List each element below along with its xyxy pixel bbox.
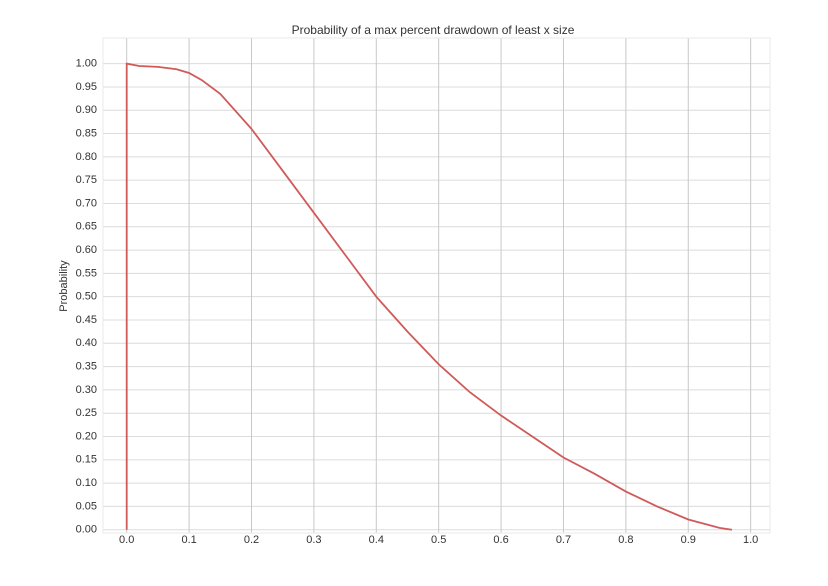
y-tick-label: 0.30 bbox=[76, 384, 97, 396]
x-tick-label: 0.1 bbox=[181, 534, 196, 546]
x-tick-label: 0.5 bbox=[431, 534, 446, 546]
y-tick-label: 0.95 bbox=[76, 81, 97, 93]
data-line bbox=[125, 62, 733, 531]
y-tick-label: 0.50 bbox=[76, 291, 97, 303]
x-tick-label: 0.0 bbox=[119, 534, 134, 546]
y-tick-label: 0.70 bbox=[76, 197, 97, 209]
y-tick-label: 0.60 bbox=[76, 244, 97, 256]
y-tick-label: 0.25 bbox=[76, 407, 97, 419]
y-tick-label: 0.40 bbox=[76, 337, 97, 349]
y-tick-label: 0.90 bbox=[76, 104, 97, 116]
y-tick-label: 0.75 bbox=[76, 174, 97, 186]
y-tick-label: 0.20 bbox=[76, 430, 97, 442]
x-tick-label: 0.2 bbox=[244, 534, 259, 546]
x-tick-label: 0.7 bbox=[556, 534, 571, 546]
chart-title: Probability of a max percent drawdown of… bbox=[292, 23, 575, 37]
y-tick-label: 0.65 bbox=[76, 221, 97, 233]
y-axis-label: Probability bbox=[58, 260, 70, 312]
y-tick-label: 0.00 bbox=[76, 524, 97, 536]
x-tick-label: 0.3 bbox=[306, 534, 321, 546]
y-tick-label: 0.80 bbox=[76, 151, 97, 163]
y-tick-label: 0.05 bbox=[76, 500, 97, 512]
y-tick-label: 0.55 bbox=[76, 267, 97, 279]
y-tick-label: 0.85 bbox=[76, 127, 97, 139]
plot-frame bbox=[102, 37, 771, 534]
x-tick-label: 0.6 bbox=[493, 534, 508, 546]
x-tick-label: 0.4 bbox=[369, 534, 384, 546]
x-tick-label: 1.0 bbox=[743, 534, 758, 546]
y-tick-label: 1.00 bbox=[76, 58, 97, 70]
y-tick-label: 0.10 bbox=[76, 477, 97, 489]
y-tick-label: 0.45 bbox=[76, 314, 97, 326]
y-tick-label: 0.15 bbox=[76, 454, 97, 466]
x-tick-label: 0.8 bbox=[618, 534, 633, 546]
y-tick-label: 0.35 bbox=[76, 361, 97, 373]
x-tick-label: 0.9 bbox=[681, 534, 696, 546]
